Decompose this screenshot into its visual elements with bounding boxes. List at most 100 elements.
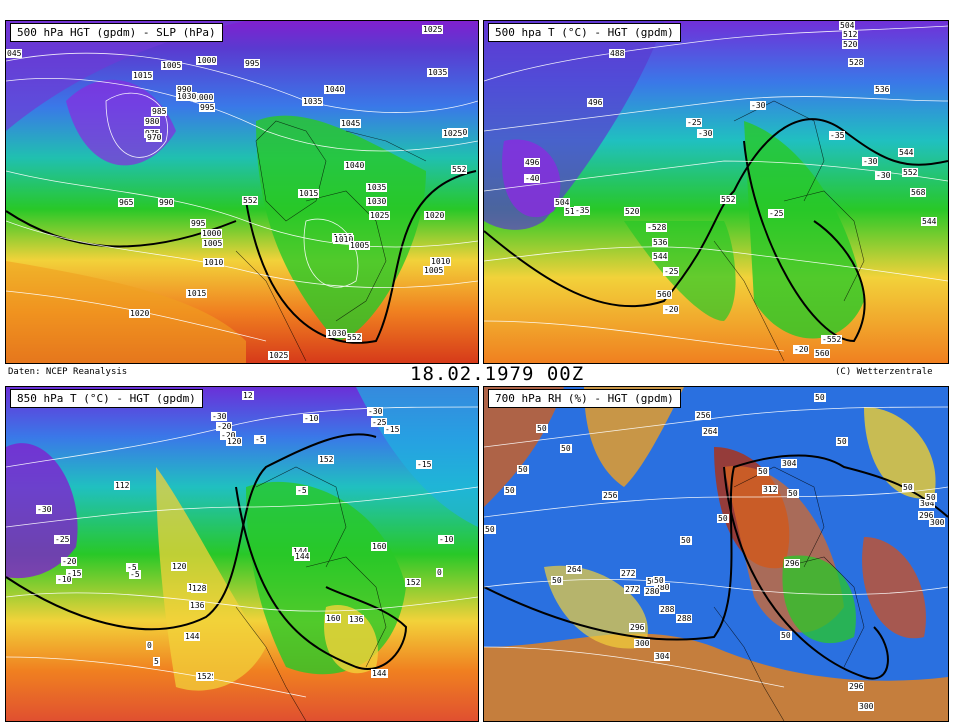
contour-label: -20 [663,305,680,314]
contour-label: -30 [875,171,892,180]
contour-label: -20 [216,422,233,431]
contour-label: 264 [702,427,719,436]
contour-label: 965 [118,198,135,207]
contour-label: -30 [750,101,767,110]
contour-label: -20 [61,557,78,566]
contour-label: 288 [676,614,693,623]
contour-label: 256 [602,491,619,500]
panel-title: 500 hpa T (°C) - HGT (gpdm) [488,23,681,42]
contour-label: 296 [629,623,646,632]
panel-500hpa-hgt-slp: 500 hPa HGT (gpdm) - SLP (hPa) 045 1015 10… [5,20,479,364]
contour-label: 120 [226,437,243,446]
contour-label: 496 [587,98,604,107]
contour-label: 50 [787,489,799,498]
contour-label: 50 [504,486,516,495]
contour-label: 144 [371,669,388,678]
contour-label: 504 [839,21,856,30]
contour-label: 50 [536,424,548,433]
contour-label: 970 [146,133,163,142]
panel-500hpa-temp-hgt: 500 hpa T (°C) - HGT (gpdm) 488 496 496 -40… [483,20,949,364]
contour-label: 120 [171,562,188,571]
contour-label: 1000 [196,56,218,65]
contour-label: 1025 [422,25,444,34]
contour-label: 985 [151,107,168,116]
contour-label: 50 [814,393,826,402]
contour-label: 50 [560,444,572,453]
contour-label: -30 [211,412,228,421]
contour-label: 552 [902,168,919,177]
contour-label: 50 [757,467,769,476]
data-source: Daten: NCEP Reanalysis [8,367,128,377]
contour-label: 512 [564,207,581,216]
contour-label: -25 [54,535,71,544]
contour-label: 256 [695,411,712,420]
contour-label: 144 [294,552,311,561]
contour-label: 995 [190,219,207,228]
contour-label: 128 [191,584,208,593]
contour-label: 1025 [442,129,464,138]
contour-label: -10 [56,575,73,584]
panel-title: 500 hPa HGT (gpdm) - SLP (hPa) [10,23,223,42]
contour-label: 50 [925,493,937,502]
contour-label: 520 [624,207,641,216]
contour-label: 50 [484,525,496,534]
contour-label: 552 [346,333,363,342]
contour-label: 160 [325,614,342,623]
contour-label: 1000 [201,229,223,238]
contour-label: 496 [524,158,541,167]
contour-label: 0 [146,641,153,650]
contour-label: -15 [416,460,433,469]
contour-label: 50 [680,536,692,545]
contour-label: 544 [652,252,669,261]
contour-label: 1015 [298,189,320,198]
contour-label: 280 [644,587,661,596]
contour-label: 5 [153,657,160,666]
contour-label: 1005 [423,266,445,275]
contour-label: 1020 [129,309,151,318]
contour-label: 304 [654,652,671,661]
contour-label: 152 [318,455,335,464]
contour-label: -30 [367,407,384,416]
contour-label: -5 [254,435,266,444]
contour-label: 1005 [202,239,224,248]
contour-label: 300 [929,518,946,527]
contour-label: 296 [918,511,935,520]
contour-label: -20 [793,345,810,354]
contour-label: 1045 [340,119,362,128]
contour-label: 144 [184,632,201,641]
contour-label: 1030 [366,197,388,206]
contour-label: 544 [921,217,938,226]
contour-label: 50 [780,631,792,640]
contour-label: -30 [697,129,714,138]
panel-title: 700 hPa RH (%) - HGT (gpdm) [488,389,681,408]
contour-label: 272 [624,585,641,594]
contour-label: 152 [196,672,213,681]
datetime-label: 18.02.1979 00Z [410,363,585,385]
contour-label: 560 [656,290,673,299]
contour-label: 980 [144,117,161,126]
contour-label: 990 [176,85,193,94]
contour-label: 1025 [268,351,290,360]
contour-label: 288 [659,605,676,614]
contour-label: 1015 [186,289,208,298]
contour-label: 544 [898,148,915,157]
contour-label: -25 [663,267,680,276]
contour-label: 1005 [349,241,371,250]
contour-label: 0 [436,568,443,577]
contour-label: 136 [189,601,206,610]
contour-label: 488 [609,49,626,58]
contour-label: -10 [438,535,455,544]
contour-label: -5 [129,570,141,579]
contour-label: 1025 [369,211,391,220]
panel-850hpa-temp-hgt: 850 hPa T (°C) - HGT (gpdm) -30 -25 -20 -15… [5,386,479,722]
contour-label: 50 [902,483,914,492]
map-500hpa-temp-hgt [484,21,948,363]
contour-label: 304 [919,499,936,508]
contour-label: -35 [574,206,591,215]
contour-label: 50 [717,514,729,523]
map-500hpa-hgt-slp [6,21,478,363]
contour-label: 1030 [326,329,348,338]
contour-label: -25 [371,418,388,427]
contour-label: 536 [652,238,669,247]
contour-label: -20 [220,431,237,440]
